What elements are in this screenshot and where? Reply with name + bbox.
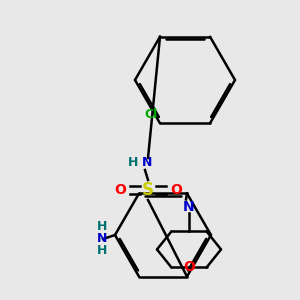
Text: N: N bbox=[97, 232, 107, 245]
Text: H: H bbox=[97, 220, 107, 233]
Text: H: H bbox=[97, 244, 107, 257]
Text: Cl: Cl bbox=[145, 108, 158, 121]
Text: O: O bbox=[183, 260, 195, 274]
Text: H: H bbox=[128, 157, 138, 169]
Text: S: S bbox=[142, 181, 154, 199]
Text: O: O bbox=[114, 183, 126, 197]
Text: N: N bbox=[142, 157, 152, 169]
Text: N: N bbox=[183, 200, 195, 214]
Text: O: O bbox=[170, 183, 182, 197]
